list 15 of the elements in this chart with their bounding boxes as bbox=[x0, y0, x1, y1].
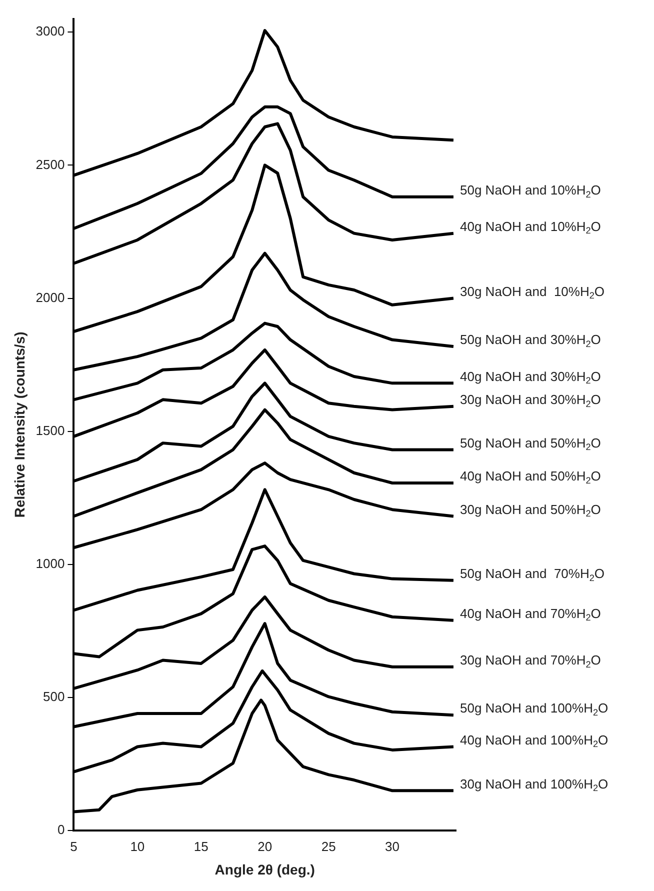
x-axis-title: Angle 2θ (deg.) bbox=[214, 861, 315, 878]
y-tick-label: 2500 bbox=[36, 156, 65, 172]
y-tick-label: 1000 bbox=[36, 556, 65, 572]
x-tick-label: 10 bbox=[130, 838, 145, 854]
y-tick-label: 1500 bbox=[36, 422, 65, 438]
x-tick-label: 20 bbox=[258, 838, 272, 854]
y-tick-label: 500 bbox=[43, 689, 65, 704]
x-tick-label: 5 bbox=[70, 838, 78, 854]
x-tick-label: 30 bbox=[385, 838, 400, 854]
y-axis-title: Relative Intensity (counts/s) bbox=[11, 332, 28, 518]
x-tick-label: 25 bbox=[321, 838, 336, 854]
y-tick-label: 0 bbox=[57, 822, 65, 838]
x-tick-label: 15 bbox=[194, 838, 208, 854]
y-tick-label: 2000 bbox=[36, 290, 65, 305]
y-tick-label: 3000 bbox=[36, 24, 65, 39]
